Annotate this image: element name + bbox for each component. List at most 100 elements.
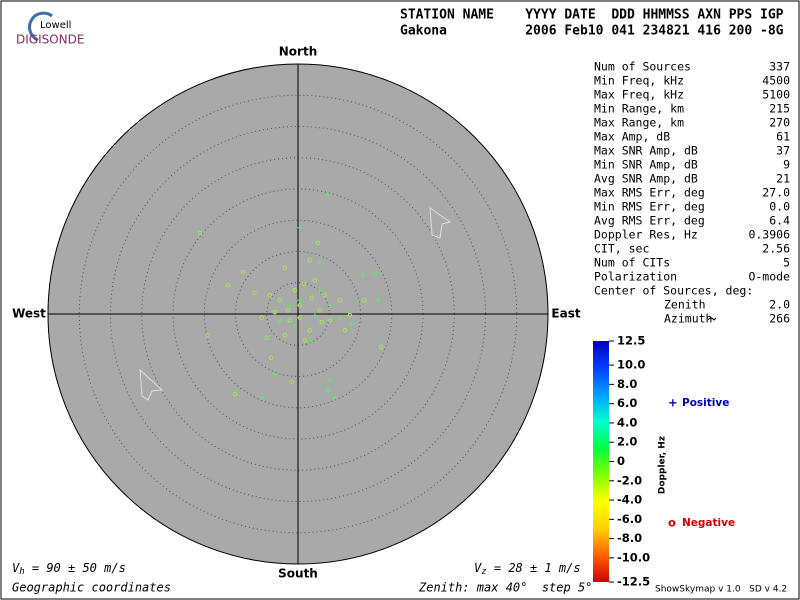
colorbar-tick-label: -8.0 (617, 531, 642, 545)
source-plus (312, 312, 318, 318)
source-plus (325, 191, 331, 197)
source-circle (319, 319, 325, 325)
stat-value: 5 (783, 256, 790, 270)
source-circle (307, 327, 313, 333)
stat-value: 6.4 (769, 214, 790, 228)
stat-value: 215 (769, 102, 790, 116)
source-circle (337, 297, 343, 303)
stat-label: Num of CITs (594, 256, 670, 270)
source-plus (271, 371, 277, 377)
source-circle (240, 269, 246, 275)
colorbar-tick-label: 2.0 (617, 435, 637, 449)
source-plus (297, 297, 303, 303)
direction-label: North (279, 45, 317, 59)
stat-label: Max Freq, kHz (594, 88, 684, 102)
colorbar-tick-label: 10.0 (617, 358, 645, 372)
source-circle (347, 312, 353, 318)
stat-value: 0.0 (769, 200, 790, 214)
stat-value: 4500 (762, 74, 790, 88)
version-label: ShowSkymap v 1.0 SD v 4.2 (655, 585, 787, 595)
stat-value: 2.56 (762, 242, 790, 256)
source-plus (375, 297, 381, 303)
source-circle (264, 335, 270, 341)
source-plus (332, 395, 338, 401)
stat-label: Azimuth (664, 312, 712, 326)
source-circle (267, 292, 273, 298)
v-subscript: h (19, 567, 24, 577)
source-plus (317, 259, 323, 265)
legend-marker: o (668, 516, 676, 530)
stat-label: Min SNR Amp, dB (594, 158, 698, 172)
v-symbol: V (474, 561, 482, 575)
legend-marker: + (668, 396, 678, 410)
logo-top: Lowell (40, 20, 71, 31)
source-circle (378, 344, 384, 350)
stat-label: Polarization (594, 270, 677, 284)
stat-value: 9 (783, 158, 790, 172)
v-symbol: V (12, 561, 20, 575)
colorbar-tick-label: 6.0 (617, 396, 637, 410)
source-circle (268, 355, 274, 361)
stat-label: Max RMS Err, deg (594, 186, 705, 200)
colorbar-tick-label: -10.0 (617, 550, 650, 564)
stat-value: 61 (776, 130, 790, 144)
stat-value: O-mode (748, 270, 790, 284)
colorbar-tick-label: -4.0 (617, 493, 642, 507)
logo-bottom: DIGISONDE (16, 33, 84, 47)
source-plus (297, 225, 303, 231)
source-plus (327, 377, 333, 383)
stat-label: Min RMS Err, deg (594, 200, 705, 214)
source-circle (205, 332, 211, 338)
source-circle (232, 391, 238, 397)
stat-value: 37 (776, 144, 790, 158)
stat-value: 266 (769, 312, 790, 326)
stat-value: 2.0 (769, 298, 790, 312)
stat-label: Max Amp, dB (594, 130, 670, 144)
colorbar-tick-label: 8.0 (617, 377, 637, 391)
colorbar-tick-label: -12.5 (617, 575, 650, 589)
source-plus (259, 395, 265, 401)
source-circle (301, 281, 307, 287)
source-circle (282, 265, 288, 271)
source-circle (327, 317, 333, 323)
source-circle (292, 287, 298, 293)
source-plus (307, 337, 313, 343)
colorbar-tick-label: -2.0 (617, 473, 642, 487)
v-value: = 90 ± 50 m/s (25, 561, 126, 575)
arrow-icon (139, 368, 164, 401)
source-circle (225, 282, 231, 288)
legend-entry: Negative (682, 517, 735, 529)
source-circle (251, 290, 257, 296)
stat-label: Avg SNR Amp, dB (594, 172, 698, 186)
source-plus (337, 315, 343, 321)
source-plus (349, 321, 355, 327)
source-plus (373, 270, 379, 276)
source-circle (297, 302, 303, 308)
source-plus (325, 387, 331, 393)
arrow-icon (429, 206, 452, 239)
stat-value: 21 (776, 172, 790, 186)
colorbar-label: Doppler, Hz (658, 436, 668, 494)
azimuth-icon (707, 317, 717, 321)
source-circle (361, 297, 367, 303)
stat-label: Min Range, km (594, 102, 684, 116)
source-plus (287, 302, 293, 308)
stat-value: 27.0 (762, 186, 790, 200)
source-plus (317, 287, 323, 293)
stat-label: Zenith (664, 298, 706, 312)
source-plus (277, 317, 283, 323)
source-plus (327, 302, 333, 308)
source-circle (285, 307, 291, 313)
stat-label: Min Freq, kHz (594, 74, 684, 88)
stat-label: Avg RMS Err, deg (594, 214, 705, 228)
zenith-label: Zenith: max 40° step 5° (418, 581, 592, 595)
colorbar (593, 341, 609, 582)
source-circle (309, 295, 315, 301)
header-line: STATION NAME YYYY DATE DDD HHMMSS AXN PP… (400, 8, 784, 23)
v-subscript: z (481, 567, 486, 577)
source-circle (277, 297, 283, 303)
source-circle (287, 317, 293, 323)
logo-swirl (28, 11, 53, 42)
